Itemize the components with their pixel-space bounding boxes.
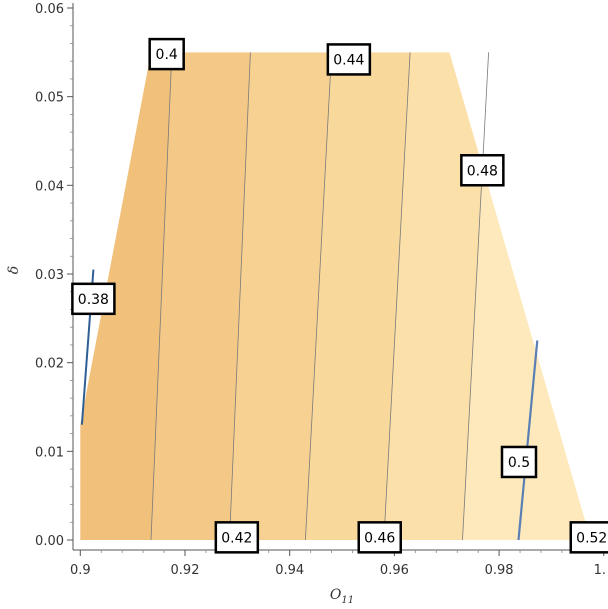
- y-tick-label: 0.02: [35, 357, 64, 372]
- y-tick-label: 0.01: [35, 445, 64, 460]
- y-tick-label: 0.05: [35, 91, 64, 106]
- contour-label-0-44: 0.44: [326, 43, 372, 76]
- contour-band: [150, 52, 251, 540]
- contour-labels: 0.38 0.4 0.42 0.44 0.46 0.48 0.5 0.52: [71, 37, 608, 554]
- contour-label-text: 0.38: [78, 292, 109, 308]
- contour-label-text: 0.5: [508, 455, 530, 471]
- contour-line-0-4: [150, 52, 173, 541]
- contour-line-0-42: [229, 52, 251, 541]
- contour-label-box: [569, 521, 608, 554]
- contour-line-0-48: [462, 52, 489, 541]
- contour-label-box: [326, 43, 372, 76]
- contour-label-0-42: 0.42: [214, 521, 260, 554]
- x-tick-label: 0.98: [485, 563, 514, 578]
- y-tick-label: 0.03: [35, 268, 64, 283]
- contour-label-text: 0.48: [467, 163, 498, 179]
- contour-label-box: [500, 445, 538, 479]
- contour-label-text: 0.46: [364, 530, 395, 546]
- contour-label-0-4: 0.4: [148, 37, 185, 71]
- x-tick-label: 0.9: [70, 563, 91, 578]
- contour-label-text: 0.44: [333, 52, 364, 68]
- y-tick-label: 0.06: [35, 2, 64, 17]
- contour-band: [229, 52, 332, 540]
- y-tick-label: 0.00: [35, 534, 64, 549]
- contour-line-0-44: [305, 52, 332, 541]
- contour-line-0-5: [517, 340, 539, 541]
- contour-label-box: [214, 521, 260, 554]
- contour-label-0-5: 0.5: [500, 445, 538, 479]
- x-tick-label: 1.: [594, 563, 606, 578]
- y-tick-label: 0.04: [35, 179, 64, 194]
- tick-marks: 0.9 0.92 0.94 0.96 0.98 1. 0.00 0.01 0.02 0.03 0.0…: [35, 2, 606, 578]
- contour-label-0-52: 0.52: [569, 521, 608, 554]
- contour-label-text: 0.52: [576, 530, 607, 546]
- x-tick-label: 0.94: [275, 563, 304, 578]
- axes: [72, 3, 602, 551]
- y-axis-title: δ: [6, 266, 22, 274]
- x-tick-label: 0.96: [380, 563, 409, 578]
- contour-label-text: 0.4: [156, 47, 178, 63]
- contour-band: [305, 52, 411, 540]
- x-axis-title-sub: 11: [341, 595, 354, 606]
- x-axis-title-main: O: [330, 587, 342, 603]
- contour-label-box: [460, 154, 505, 187]
- contour-label-0-48: 0.48: [460, 154, 505, 187]
- x-axis-title: O11: [330, 587, 354, 606]
- contour-label-box: [71, 282, 116, 316]
- contour-label-box: [357, 521, 402, 554]
- contour-label-0-46: 0.46: [357, 521, 402, 554]
- contour-label-box: [148, 37, 185, 71]
- contour-label-0-38: 0.38: [71, 282, 116, 316]
- x-tick-label: 0.92: [171, 563, 200, 578]
- contour-line-0-46: [383, 52, 411, 541]
- contour-label-text: 0.42: [221, 530, 252, 546]
